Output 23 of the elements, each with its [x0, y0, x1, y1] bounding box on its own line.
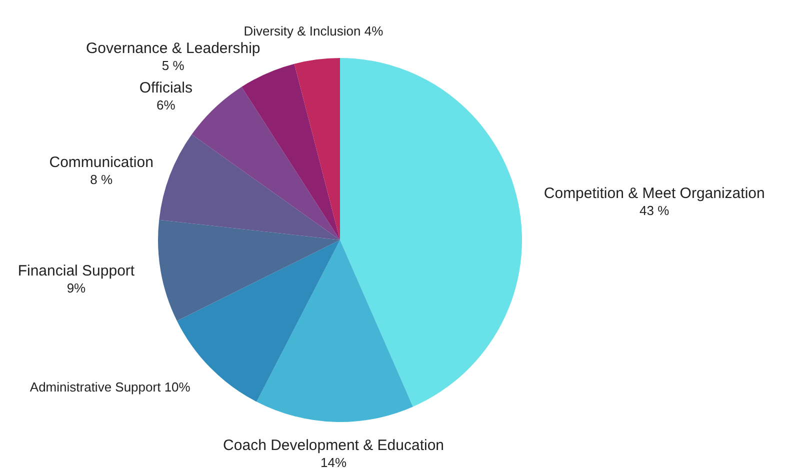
slice-label: Coach Development & Education — [223, 436, 444, 454]
slice-label: Governance & Leadership — [86, 40, 260, 58]
pie-slice — [192, 86, 340, 240]
data-label: 43 % — [640, 203, 670, 218]
data-label: 6% — [156, 97, 176, 112]
slice-label: Officials — [139, 79, 192, 96]
slice-label: Competition & Meet Organization — [544, 185, 765, 202]
slice-label: Communication — [49, 154, 154, 172]
data-label: 10% — [164, 379, 190, 394]
pie-slice — [294, 58, 340, 240]
pie-slice — [256, 240, 413, 422]
slice-label: Financial Support — [18, 262, 136, 280]
data-label: 5 % — [162, 58, 185, 74]
data-label: 9% — [66, 280, 86, 296]
pie-slice — [158, 220, 340, 321]
pie-slice — [242, 64, 340, 240]
data-label: 4% — [364, 24, 384, 39]
slice-label: Diversity & Inclusion — [244, 24, 361, 39]
pie-slice — [340, 58, 522, 407]
slice-label: Administrative Support — [30, 379, 161, 394]
data-label: 8 % — [90, 172, 113, 188]
pie-slice — [159, 134, 340, 240]
data-label: 14% — [320, 454, 347, 470]
